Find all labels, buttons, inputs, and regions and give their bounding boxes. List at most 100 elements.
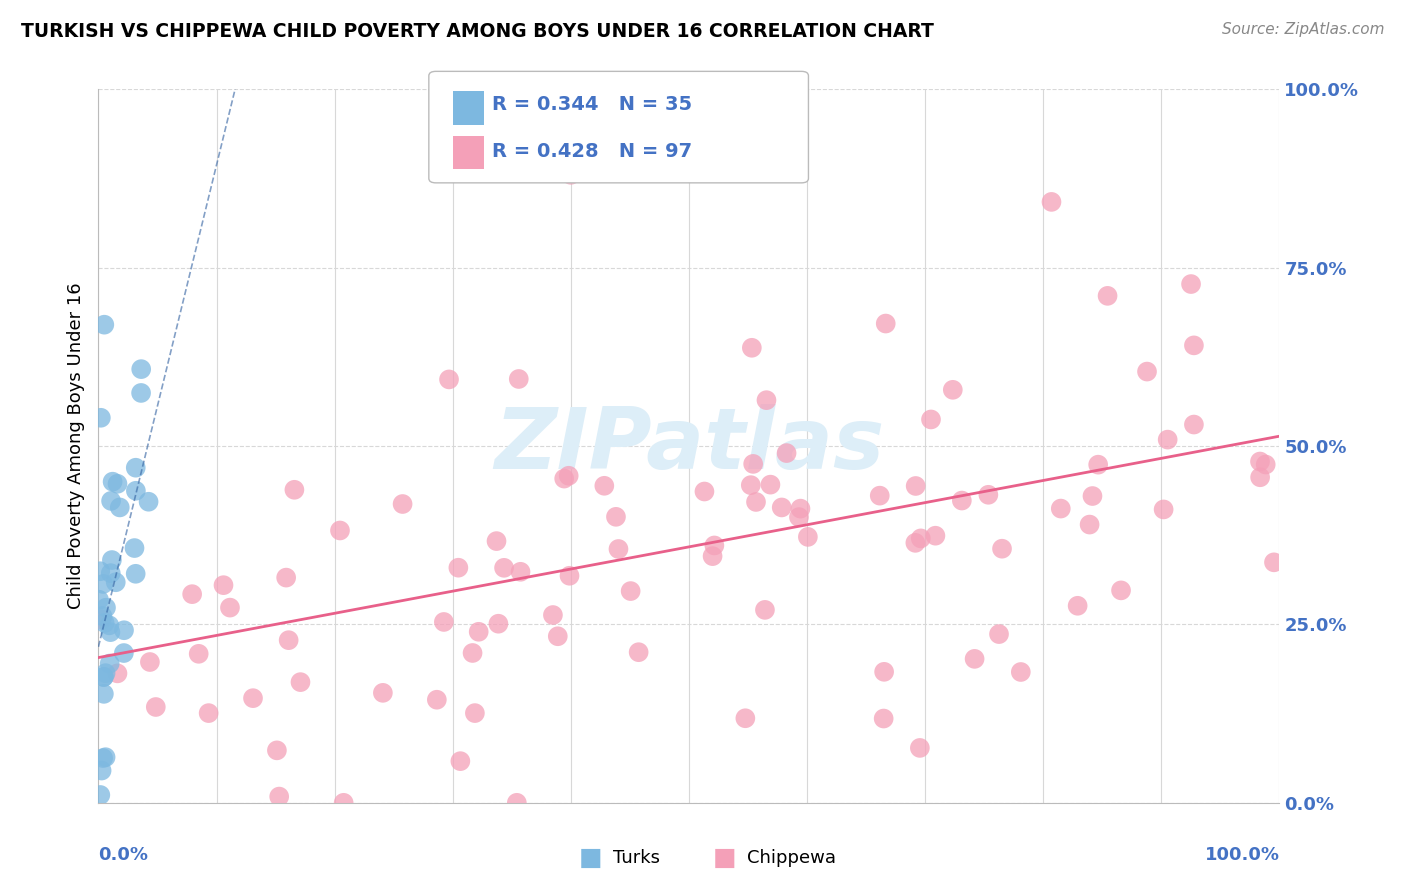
Point	[187, 647, 209, 661]
Point	[988, 627, 1011, 641]
Point	[93, 687, 115, 701]
Point	[875, 317, 897, 331]
Point	[94, 666, 117, 681]
Point	[87, 592, 110, 607]
Point	[93, 670, 115, 684]
Point	[90, 764, 112, 778]
Point	[93, 615, 115, 630]
Point	[740, 478, 762, 492]
Point	[90, 613, 112, 627]
Point	[873, 665, 896, 679]
Point	[1087, 458, 1109, 472]
Point	[509, 565, 531, 579]
Point	[197, 706, 219, 720]
Text: R = 0.344   N = 35: R = 0.344 N = 35	[492, 95, 692, 114]
Point	[991, 541, 1014, 556]
Point	[553, 472, 575, 486]
Point	[266, 743, 288, 757]
Point	[107, 476, 129, 491]
Point	[558, 568, 581, 582]
Text: ■: ■	[713, 847, 735, 870]
Point	[104, 575, 127, 590]
Point	[93, 670, 115, 684]
Point	[112, 624, 135, 638]
Text: Turks: Turks	[613, 849, 659, 867]
Point	[1153, 502, 1175, 516]
Point	[1249, 454, 1271, 468]
Text: 100.0%: 100.0%	[1205, 846, 1279, 863]
Point	[139, 655, 162, 669]
Point	[290, 675, 312, 690]
Text: ■: ■	[579, 847, 602, 870]
Point	[464, 706, 486, 720]
Point	[125, 566, 148, 581]
Point	[702, 549, 724, 563]
Point	[1249, 470, 1271, 484]
Point	[101, 475, 124, 489]
Point	[124, 541, 146, 555]
Point	[1263, 555, 1285, 569]
Point	[565, 82, 588, 96]
Text: 0.0%: 0.0%	[98, 846, 149, 863]
Point	[447, 560, 470, 574]
Point	[1049, 501, 1071, 516]
Point	[91, 751, 114, 765]
Point	[759, 477, 782, 491]
Point	[98, 618, 121, 632]
Point	[125, 483, 148, 498]
Point	[461, 646, 484, 660]
Point	[797, 530, 820, 544]
Point	[138, 494, 160, 508]
Text: Source: ZipAtlas.com: Source: ZipAtlas.com	[1222, 22, 1385, 37]
Point	[741, 341, 763, 355]
Point	[963, 652, 986, 666]
Point	[1254, 458, 1277, 472]
Point	[506, 796, 529, 810]
Point	[283, 483, 305, 497]
Point	[93, 318, 115, 332]
Point	[904, 536, 927, 550]
Point	[908, 740, 931, 755]
Point	[90, 410, 112, 425]
Point	[789, 501, 811, 516]
Point	[1156, 433, 1178, 447]
Point	[1040, 194, 1063, 209]
Point	[98, 657, 121, 671]
Point	[129, 386, 152, 401]
Point	[212, 578, 235, 592]
Point	[100, 566, 122, 581]
Point	[91, 609, 114, 624]
Point	[100, 625, 122, 640]
Point	[329, 524, 352, 538]
Point	[1097, 289, 1119, 303]
Point	[129, 362, 152, 376]
Point	[107, 666, 129, 681]
Point	[770, 500, 793, 515]
Point	[371, 686, 394, 700]
Point	[1078, 517, 1101, 532]
Point	[276, 571, 298, 585]
Point	[787, 510, 810, 524]
Point	[100, 494, 122, 508]
Point	[693, 484, 716, 499]
Point	[607, 541, 630, 556]
Point	[950, 493, 973, 508]
Text: ZIPatlas: ZIPatlas	[494, 404, 884, 488]
Point	[904, 479, 927, 493]
Point	[541, 607, 564, 622]
Point	[620, 584, 643, 599]
Point	[391, 497, 413, 511]
Point	[219, 600, 242, 615]
Text: Chippewa: Chippewa	[747, 849, 835, 867]
Point	[942, 383, 965, 397]
Point	[485, 534, 508, 549]
Point	[1109, 583, 1132, 598]
Point	[920, 412, 942, 426]
Point	[332, 796, 354, 810]
Y-axis label: Child Poverty Among Boys Under 16: Child Poverty Among Boys Under 16	[66, 283, 84, 609]
Point	[742, 457, 765, 471]
Point	[627, 645, 650, 659]
Point	[593, 479, 616, 493]
Point	[547, 629, 569, 643]
Point	[1182, 417, 1205, 432]
